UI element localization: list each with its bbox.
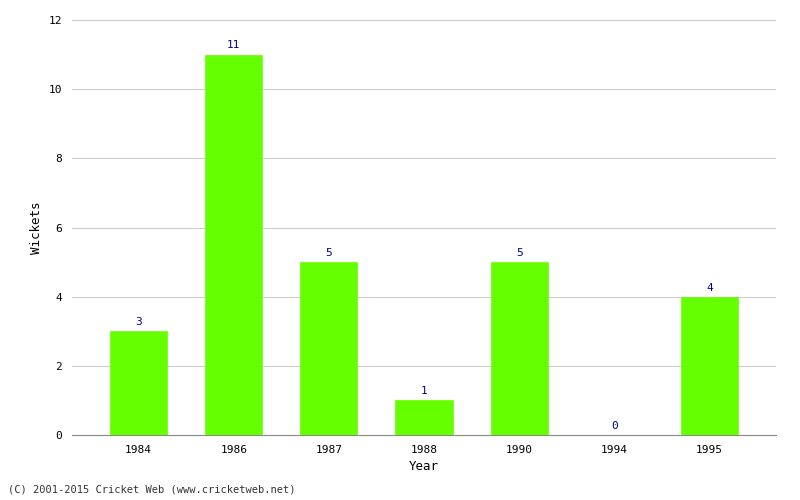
Text: 5: 5 xyxy=(516,248,522,258)
Bar xyxy=(300,262,358,435)
Text: 5: 5 xyxy=(326,248,332,258)
Text: 3: 3 xyxy=(135,317,142,327)
Text: 1: 1 xyxy=(421,386,427,396)
Bar xyxy=(490,262,548,435)
Bar xyxy=(205,54,262,435)
Text: 4: 4 xyxy=(706,282,713,292)
Text: 0: 0 xyxy=(611,421,618,431)
X-axis label: Year: Year xyxy=(409,460,439,473)
Text: (C) 2001-2015 Cricket Web (www.cricketweb.net): (C) 2001-2015 Cricket Web (www.cricketwe… xyxy=(8,485,295,495)
Y-axis label: Wickets: Wickets xyxy=(30,201,43,254)
Bar xyxy=(681,296,738,435)
Bar xyxy=(110,331,167,435)
Bar xyxy=(395,400,453,435)
Text: 11: 11 xyxy=(227,40,241,50)
